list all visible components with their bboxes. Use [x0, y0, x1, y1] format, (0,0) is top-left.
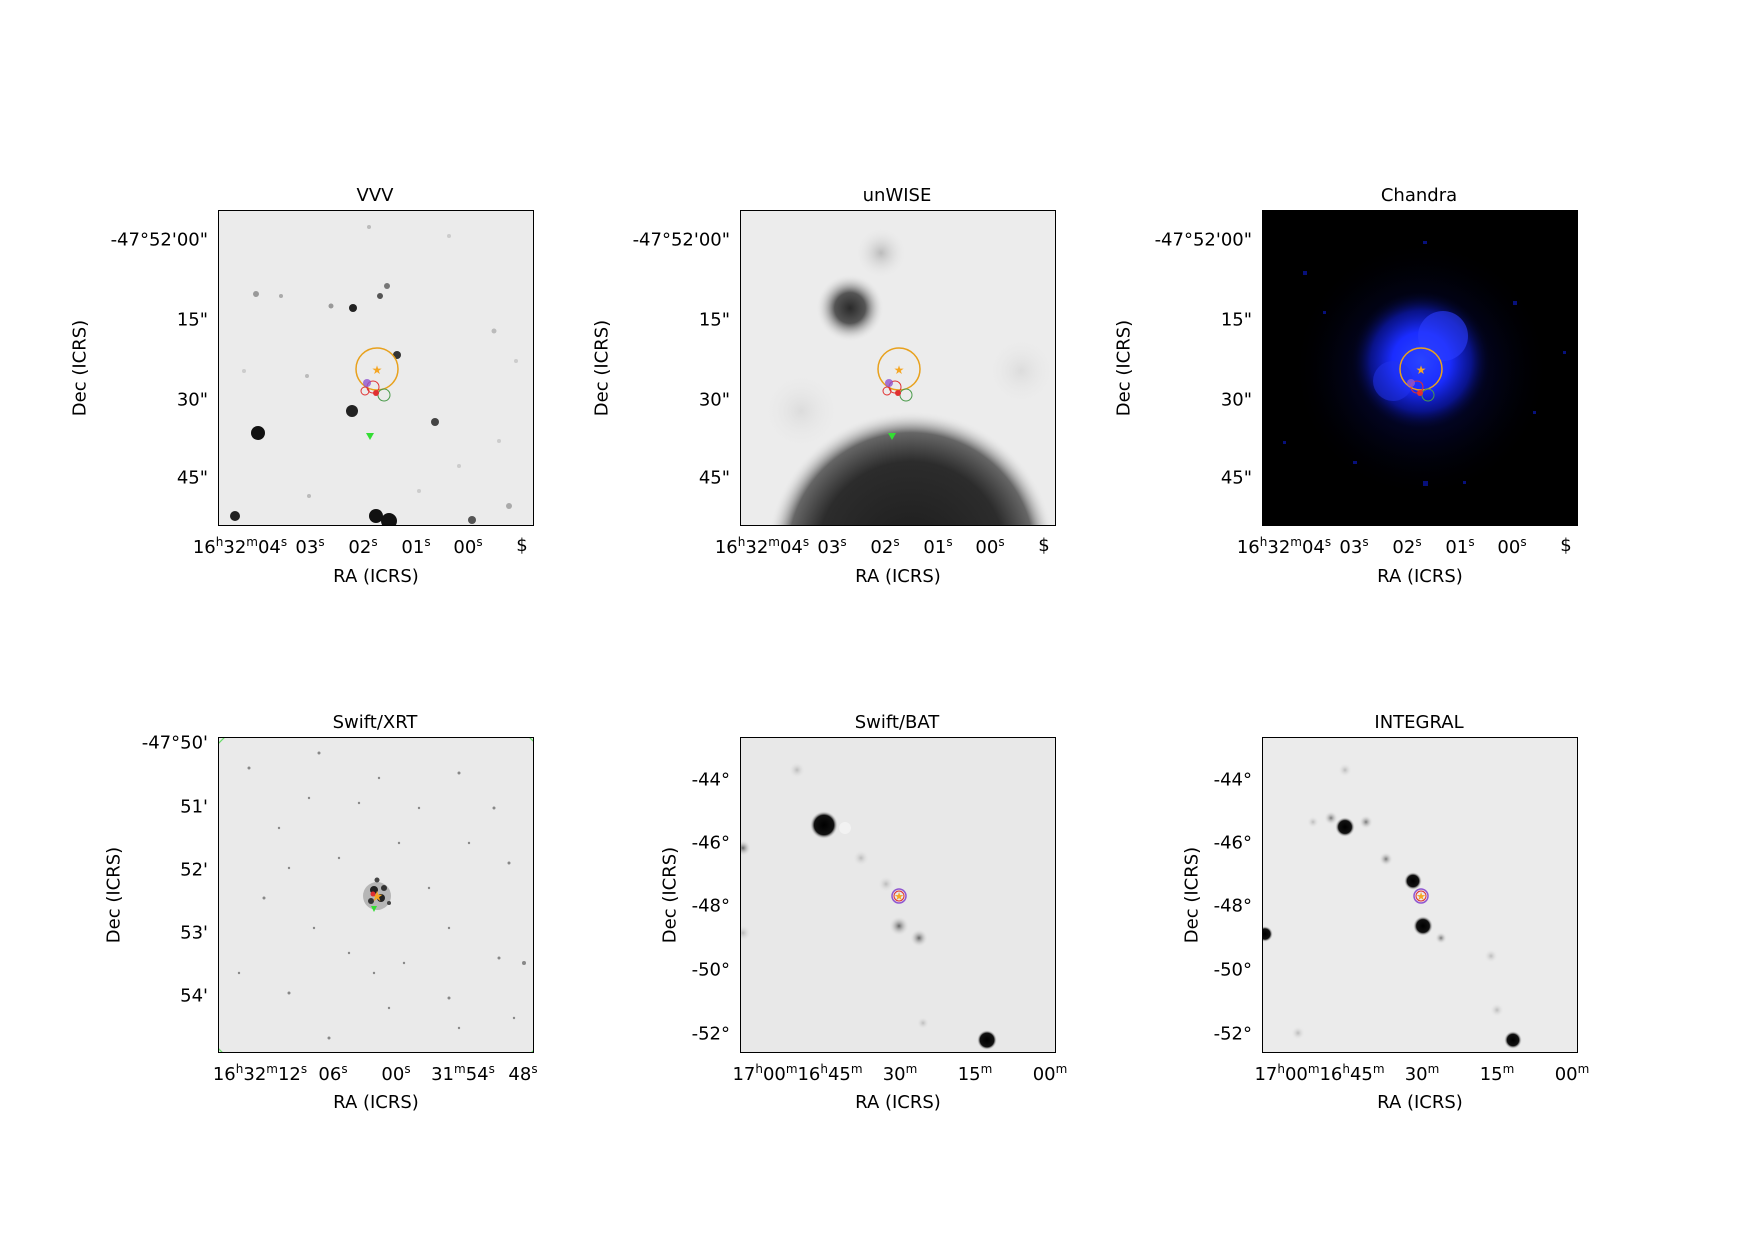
- panel-title: VVV: [356, 185, 394, 206]
- panel-title: Swift/BAT: [854, 712, 940, 733]
- image-vvv[interactable]: ★: [218, 210, 534, 526]
- svg-text:★: ★: [894, 363, 905, 377]
- panel-title: Swift/XRT: [332, 712, 418, 733]
- chandra-markers: ★: [1399, 347, 1443, 402]
- panel-title: unWISE: [862, 185, 932, 206]
- svg-text:★: ★: [371, 889, 384, 905]
- integral-markers: ★: [1413, 888, 1429, 904]
- y-axis-title: Dec (ICRS): [103, 846, 125, 944]
- panel-title: INTEGRAL: [1374, 712, 1464, 733]
- y-axis-title: Dec (ICRS): [659, 846, 681, 944]
- svg-text:★: ★: [1416, 890, 1426, 903]
- svg-text:★: ★: [1416, 363, 1427, 377]
- x-axis-title: RA (ICRS): [333, 566, 419, 587]
- x-axis-title: RA (ICRS): [855, 566, 941, 587]
- vvv-stars: [230, 225, 518, 525]
- x-axis-title: RA (ICRS): [855, 1092, 941, 1113]
- x-axis-title: RA (ICRS): [333, 1092, 419, 1113]
- xrt-photons: [237, 751, 526, 1040]
- y-axis-title: Dec (ICRS): [1113, 319, 1135, 417]
- y-axis-title: Dec (ICRS): [591, 319, 613, 417]
- y-axis-title: Dec (ICRS): [69, 319, 91, 417]
- vvv-markers: ★: [355, 347, 399, 440]
- svg-text:★: ★: [894, 890, 904, 903]
- xrt-source: ★: [363, 877, 391, 912]
- panel-title: Chandra: [1380, 185, 1458, 206]
- image-integral[interactable]: ★: [1262, 737, 1578, 1053]
- x-axis-title: RA (ICRS): [1377, 566, 1463, 587]
- image-swift-bat[interactable]: ★: [740, 737, 1056, 1053]
- image-swift-xrt[interactable]: ★: [218, 737, 534, 1053]
- image-chandra[interactable]: ★: [1262, 210, 1578, 526]
- image-unwise[interactable]: ★: [740, 210, 1056, 526]
- svg-text:★: ★: [372, 363, 383, 377]
- y-axis-title: Dec (ICRS): [1181, 846, 1203, 944]
- bat-markers: ★: [891, 888, 907, 904]
- unwise-markers: ★: [877, 347, 921, 440]
- x-axis-title: RA (ICRS): [1377, 1092, 1463, 1113]
